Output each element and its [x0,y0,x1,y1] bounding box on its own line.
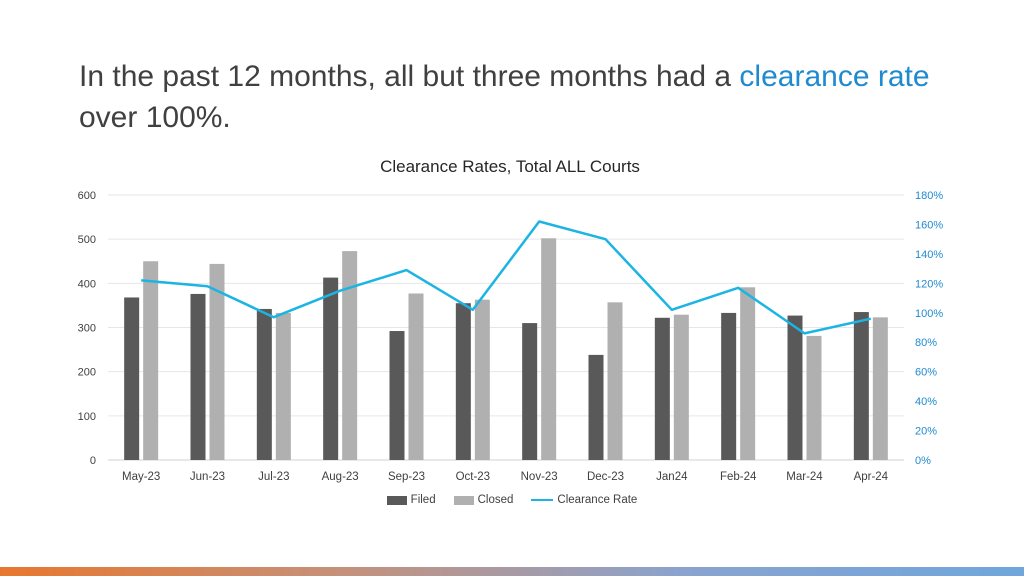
bar-filed [853,312,869,460]
legend-item-rate: Clearance Rate [531,494,637,506]
decorative-gradient-band [0,567,1024,576]
bar-closed [474,299,490,460]
y-tick-label: 300 [78,323,96,335]
legend-item-filed: Filed [386,494,436,506]
x-tick-label: Feb-24 [720,471,757,483]
y-tick-label: 500 [78,234,96,246]
bar-closed [740,287,756,460]
x-tick-label: Oct-23 [456,471,491,483]
chart-legend: Filed Closed Clearance Rate [0,494,1024,506]
clearance-rate-line [141,220,872,335]
bar-closed [806,335,822,460]
bar-closed [275,312,291,460]
bar-filed [522,323,538,460]
legend-item-closed: Closed [453,494,514,506]
legend-label-rate: Clearance Rate [557,494,638,506]
x-tick-label: Aug-23 [322,471,359,483]
legend-label-filed: Filed [410,494,436,506]
bar-closed [673,314,689,460]
y2-tick-label: 100% [915,308,943,320]
bar-closed [541,238,557,460]
y-tick-label: 200 [78,367,96,379]
bar-filed [190,293,206,460]
y2-tick-label: 140% [915,249,943,261]
bar-closed [408,293,424,460]
bar-filed [787,315,803,460]
legend-swatch-filed [386,495,407,505]
bar-filed [389,331,405,460]
y2-tick-label: 60% [915,367,937,379]
y-tick-label: 0 [90,455,96,467]
y2-tick-label: 180% [915,190,943,202]
x-tick-label: Apr-24 [854,471,889,483]
legend-label-closed: Closed [477,494,514,506]
bar-filed [588,354,604,460]
headline-text-1: In the past 12 months, all but three mon… [79,60,740,93]
legend-swatch-rate [531,499,554,501]
bar-closed [872,317,888,460]
bar-filed [455,303,471,460]
y-tick-label: 600 [78,190,96,202]
slide-headline: In the past 12 months, all but three mon… [79,56,959,138]
x-tick-label: Jul-23 [258,471,289,483]
x-tick-label: Dec-23 [587,471,624,483]
chart-title: Clearance Rates, Total ALL Courts [380,157,640,176]
bar-closed [607,302,623,460]
y2-tick-label: 0% [915,455,931,467]
y2-tick-label: 20% [915,426,937,438]
x-tick-label: Nov-23 [521,471,558,483]
bar-closed [209,263,225,460]
bar-filed [721,312,737,460]
bar-filed [323,277,339,460]
bar-filed [124,297,140,460]
bar-filed [654,317,670,460]
y2-tick-label: 160% [915,219,943,231]
headline-accent: clearance rate [739,60,930,93]
bar-closed [143,261,159,460]
bar-filed [256,308,272,460]
y-tick-label: 100 [78,411,96,423]
y2-tick-label: 40% [915,396,937,408]
x-tick-label: Sep-23 [388,471,425,483]
legend-swatch-closed [453,495,474,505]
x-tick-label: Jun-23 [190,471,225,483]
x-tick-label: Jan24 [656,471,688,483]
bar-closed [342,251,358,460]
y2-tick-label: 80% [915,337,937,349]
y2-tick-label: 120% [915,278,943,290]
x-tick-label: Mar-24 [786,471,823,483]
x-tick-label: May-23 [122,471,160,483]
headline-text-2: over 100%. [79,101,231,134]
y-tick-label: 400 [78,278,96,290]
